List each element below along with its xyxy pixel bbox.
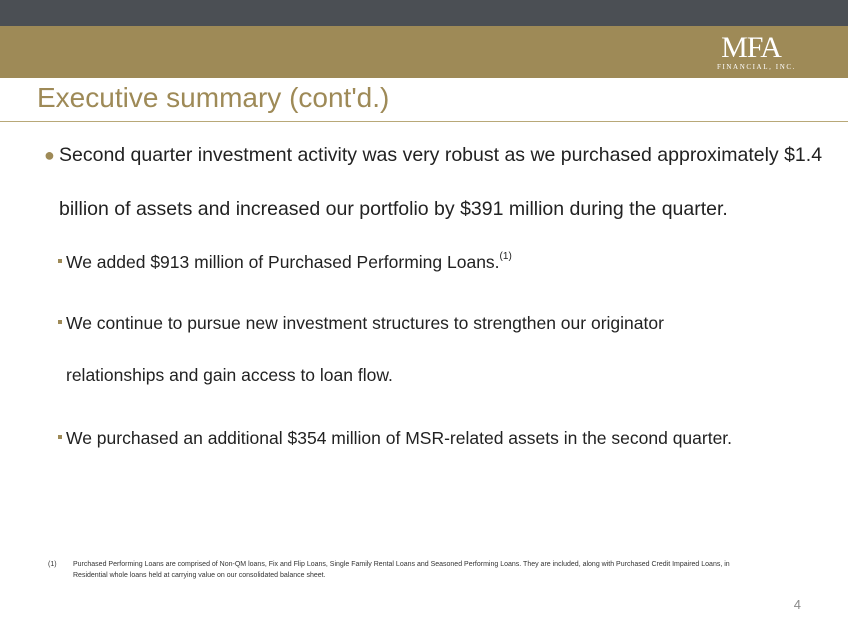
square-bullet-icon bbox=[58, 259, 62, 264]
sub-bullet-text: We added $913 million of Purchased Perfo… bbox=[66, 251, 500, 272]
footnote: (1) Purchased Performing Loans are compr… bbox=[48, 559, 748, 581]
footnote-text: Purchased Performing Loans are comprised… bbox=[73, 561, 730, 579]
square-bullet-icon bbox=[58, 435, 62, 440]
logo-subtitle: FINANCIAL, INC. bbox=[716, 63, 796, 71]
sub-bullet-2: We continue to pursue new investment str… bbox=[58, 297, 818, 401]
sub-bullet-text-continued: relationships and gain access to loan fl… bbox=[66, 365, 393, 385]
main-bullet: ● Second quarter investment activity was… bbox=[44, 128, 834, 236]
footnote-marker: (1) bbox=[48, 561, 57, 568]
sub-bullet-3: We purchased an additional $354 million … bbox=[58, 412, 818, 464]
sub-bullet-text: We purchased an additional $354 million … bbox=[66, 428, 733, 448]
brand-band bbox=[0, 26, 848, 78]
square-bullet-icon bbox=[58, 320, 62, 325]
top-bar bbox=[0, 0, 848, 26]
sub-bullet-text: We continue to pursue new investment str… bbox=[66, 313, 664, 333]
title-divider bbox=[0, 121, 848, 122]
sub-bullet-1: We added $913 million of Purchased Perfo… bbox=[58, 233, 818, 288]
company-logo: MFA FINANCIAL, INC. bbox=[706, 31, 796, 72]
footnote-reference: (1) bbox=[499, 251, 512, 262]
slide-title: Executive summary (cont'd.) bbox=[37, 82, 390, 113]
logo-wordmark: MFA bbox=[721, 31, 782, 64]
main-bullet-text: Second quarter investment activity was v… bbox=[59, 144, 823, 220]
page-number: 4 bbox=[793, 597, 801, 612]
bullet-dot-icon: ● bbox=[44, 145, 55, 165]
